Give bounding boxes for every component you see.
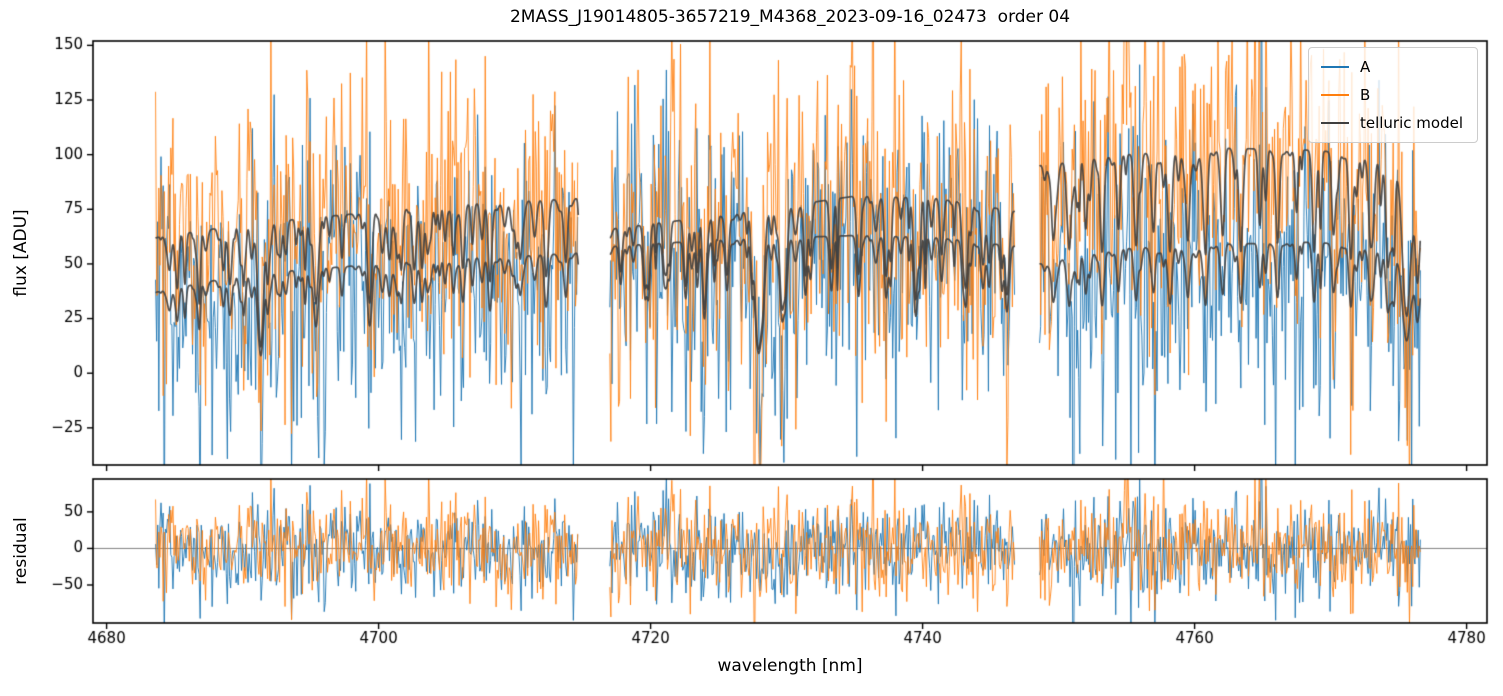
residual-axis-label: residual xyxy=(11,517,31,585)
legend-item-b: B xyxy=(1320,85,1463,105)
wavelength-axis-label: wavelength [nm] xyxy=(717,656,863,676)
legend-line-telluric xyxy=(1320,122,1349,124)
legend-label-telluric: telluric model xyxy=(1359,114,1463,132)
figure-title: 2MASS_J19014805-3657219_M4368_2023-09-16… xyxy=(509,7,1071,27)
legend-item-a: A xyxy=(1320,57,1463,77)
legend-line-b xyxy=(1320,94,1349,96)
legend-label-b: B xyxy=(1359,86,1371,104)
legend-item-telluric: telluric model xyxy=(1320,113,1463,133)
legend-label-a: A xyxy=(1359,58,1371,76)
legend: A B telluric model xyxy=(1307,47,1478,143)
legend-line-a xyxy=(1320,66,1349,68)
flux-axis-label: flux [ADU] xyxy=(11,209,31,297)
